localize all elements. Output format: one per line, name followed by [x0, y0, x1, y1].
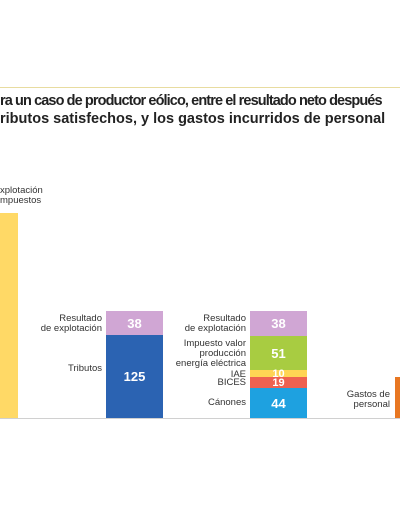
- chart-title-line-2: ributos satisfechos, y los gastos incurr…: [0, 111, 386, 127]
- chart-title: ra un caso de productor eólico, entre el…: [0, 92, 400, 128]
- label-g3-iae: IAE: [230, 369, 246, 380]
- group-1-label-line-1: xplotación: [0, 185, 43, 196]
- bar-group-1: [0, 213, 18, 418]
- label-g2-resultado-line-2: de explotación: [40, 323, 102, 334]
- bar-group-2-resultado-value: 38: [127, 315, 142, 331]
- group-1-label-line-2: mpuestos: [0, 195, 42, 206]
- label-g3-canones: Cánones: [207, 397, 246, 408]
- bar-group-2: 38 125: [106, 311, 163, 418]
- bar-group-1-segment: [0, 213, 18, 418]
- label-g2-tributos: Tributos: [68, 363, 102, 374]
- label-g2-resultado: Resultado de explotación: [20, 314, 102, 334]
- chart-title-line-1: ra un caso de productor eólico, entre el…: [0, 93, 383, 109]
- label-g2-resultado-line-1: Resultado: [59, 313, 102, 324]
- label-g3-resultado-line-1: Resultado: [203, 313, 246, 324]
- bar-group-3-bices-value: 19: [272, 376, 285, 389]
- chart-baseline: [0, 418, 400, 419]
- group-1-label: xplotación mpuestos: [0, 186, 43, 206]
- bar-group-3-resultado-value: 38: [271, 316, 286, 331]
- label-g3-impuesto-line-1: Impuesto valor: [183, 338, 246, 349]
- bar-group-2-tributos-value: 125: [123, 369, 146, 384]
- bar-group-3-resultado: 38: [250, 311, 307, 336]
- label-g3-resultado: Resultado de explotación: [166, 314, 246, 334]
- bar-group-4-segment: [395, 377, 400, 418]
- bar-group-3-iae: 10: [250, 367, 307, 380]
- label-g4-gastos: Gastos de personal: [320, 390, 390, 410]
- bar-group-3-canones: 44: [250, 388, 307, 418]
- bar-group-3-iae-value: 10: [272, 367, 285, 380]
- label-g3-bices: BICES: [217, 377, 246, 388]
- bar-group-4: [395, 377, 400, 418]
- label-g3-impuesto: Impuesto valor producción energía eléctr…: [160, 339, 246, 369]
- bar-group-2-resultado: 38: [106, 311, 163, 335]
- label-g3-impuesto-line-3: energía eléctrica: [175, 358, 246, 369]
- label-g4-gastos-line-2: personal: [353, 399, 390, 410]
- label-g3-impuesto-line-2: producción: [199, 348, 246, 359]
- bar-group-3-bices: 19: [250, 376, 307, 389]
- bar-group-2-tributos: 125: [106, 335, 163, 418]
- bar-group-3-canones-value: 44: [271, 395, 286, 411]
- bar-group-3: 38 51 10 19 44: [250, 311, 307, 418]
- label-g3-resultado-line-2: de explotación: [184, 323, 246, 334]
- bar-group-3-impuesto: 51: [250, 336, 307, 370]
- bar-group-3-impuesto-value: 51: [271, 345, 286, 361]
- label-g4-gastos-line-1: Gastos de: [346, 389, 390, 400]
- top-rule: [0, 87, 400, 88]
